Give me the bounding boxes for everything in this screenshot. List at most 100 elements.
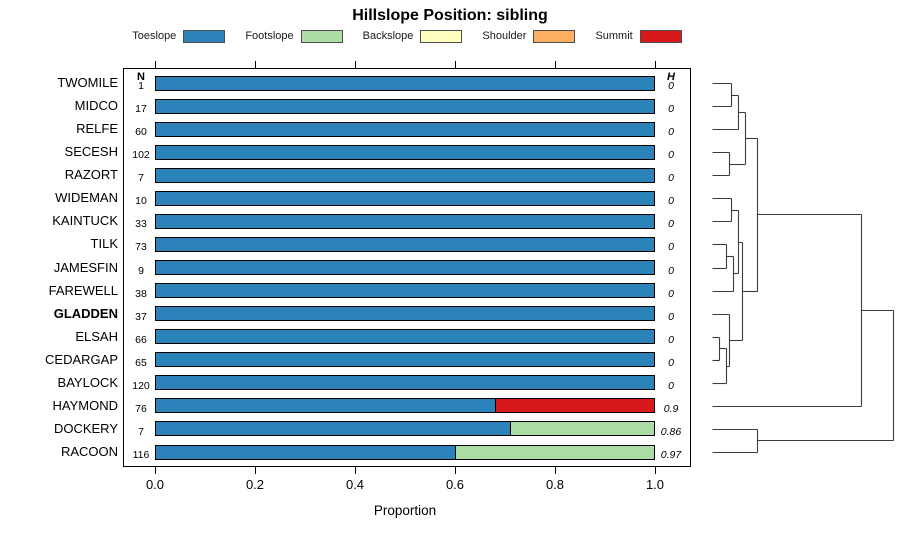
n-value: 17 xyxy=(135,103,147,116)
n-value: 7 xyxy=(138,172,144,185)
x-tick-label: 1.0 xyxy=(645,477,665,492)
bar-baylock xyxy=(155,375,655,391)
bar-segment-footslope xyxy=(454,445,654,459)
top-axis-tick xyxy=(155,61,156,68)
legend-swatch-toeslope xyxy=(183,29,226,43)
n-column-header: N xyxy=(137,71,145,83)
row-label-haymond: HAYMOND xyxy=(52,397,118,413)
bar-farewell xyxy=(155,283,655,299)
h-value: 0.97 xyxy=(660,449,682,461)
n-value: 9 xyxy=(138,264,144,277)
bar-segment-toeslope xyxy=(156,99,654,113)
legend-label: Footslope xyxy=(245,30,294,42)
bar-razort xyxy=(155,167,655,183)
bar-twomile xyxy=(155,75,655,91)
h-column-header: H xyxy=(667,71,675,83)
legend-swatch-shoulder xyxy=(533,29,576,43)
x-tick-label: 0.2 xyxy=(245,477,265,492)
bar-wideman xyxy=(155,190,655,206)
row-label-twomile: TWOMILE xyxy=(57,75,118,90)
top-axis-tick xyxy=(255,61,256,68)
h-value: 0.9 xyxy=(663,402,679,415)
row-label-tilk: TILK xyxy=(90,236,118,252)
n-value: 1 xyxy=(138,80,144,92)
chart-title: Hillslope Position: sibling xyxy=(352,7,548,24)
bottom-axis-tick xyxy=(555,467,556,474)
n-value: 37 xyxy=(135,310,147,323)
n-value: 76 xyxy=(135,402,147,415)
row-label-jamesfin: JAMESFIN xyxy=(53,259,118,275)
bar-kaintuck xyxy=(155,213,655,229)
bar-segment-toeslope xyxy=(156,353,654,367)
n-value: 38 xyxy=(135,287,147,300)
h-value: 0 xyxy=(668,103,674,116)
h-value: 0.86 xyxy=(660,425,682,438)
bar-segment-toeslope xyxy=(156,145,654,159)
legend-item-shoulder: Shoulder xyxy=(482,29,576,43)
bar-secesh xyxy=(155,144,655,160)
n-value: 60 xyxy=(135,126,147,139)
legend-label: Shoulder xyxy=(482,30,527,42)
h-value: 0 xyxy=(668,80,674,92)
row-label-dockery: DOCKERY xyxy=(53,420,118,436)
bottom-axis-tick xyxy=(655,467,656,474)
n-value: 120 xyxy=(132,379,150,392)
bar-segment-toeslope xyxy=(156,330,654,344)
x-axis-title: Proportion xyxy=(373,503,437,518)
n-value: 33 xyxy=(135,218,147,231)
row-label-farewell: FAREWELL xyxy=(48,282,118,298)
bar-tilk xyxy=(155,236,655,252)
bar-jamesfin xyxy=(155,260,655,275)
legend-label: Backslope xyxy=(362,30,414,42)
row-label-wideman: WIDEMAN xyxy=(55,190,118,206)
legend-swatch-footslope xyxy=(300,29,343,43)
row-label-secesh: SECESH xyxy=(64,144,118,160)
n-value: 66 xyxy=(135,333,147,346)
bar-segment-toeslope xyxy=(156,445,455,459)
bottom-axis-tick xyxy=(255,467,256,474)
legend-item-backslope: Backslope xyxy=(362,29,463,43)
bar-segment-toeslope xyxy=(156,307,654,321)
n-value: 10 xyxy=(135,195,147,208)
legend: Toeslope Footslope Backslope Shoulder Summit xyxy=(123,28,691,44)
bar-midco xyxy=(155,98,655,114)
row-label-elsah: ELSAH xyxy=(75,328,118,344)
bar-segment-toeslope xyxy=(156,376,654,390)
row-label-baylock: BAYLOCK xyxy=(57,374,118,390)
row-label-gladden: GLADDEN xyxy=(53,305,118,321)
h-value: 0 xyxy=(668,287,674,300)
x-tick-label: 0.0 xyxy=(145,477,165,492)
n-value: 65 xyxy=(135,356,147,369)
bar-haymond xyxy=(155,398,655,414)
bottom-axis-tick xyxy=(355,467,356,474)
bar-segment-toeslope xyxy=(156,261,654,274)
bar-gladden xyxy=(155,306,655,322)
x-tick-label: 0.6 xyxy=(445,477,465,492)
bar-segment-summit xyxy=(494,399,654,413)
legend-item-toeslope: Toeslope xyxy=(132,29,226,43)
bar-segment-toeslope xyxy=(156,214,654,228)
bar-segment-toeslope xyxy=(156,237,654,251)
h-value: 0 xyxy=(668,241,674,254)
bar-segment-toeslope xyxy=(156,284,654,298)
n-value: 102 xyxy=(132,149,150,162)
n-value: 7 xyxy=(138,425,144,438)
x-tick-label: 0.8 xyxy=(545,477,565,492)
row-label-razort: RAZORT xyxy=(64,167,118,183)
top-axis-tick xyxy=(455,61,456,68)
h-value: 0 xyxy=(668,356,674,369)
bar-elsah xyxy=(155,329,655,345)
bar-relfe xyxy=(155,121,655,137)
bar-segment-toeslope xyxy=(156,76,654,90)
row-label-cedargap: CEDARGAP xyxy=(45,351,118,367)
top-axis-tick xyxy=(655,61,656,68)
bar-cedargap xyxy=(155,352,655,368)
row-label-midco: MIDCO xyxy=(74,98,118,114)
bar-segment-toeslope xyxy=(156,191,654,205)
h-value: 0 xyxy=(668,218,674,231)
h-value: 0 xyxy=(668,310,674,323)
top-axis-tick xyxy=(355,61,356,68)
n-value: 116 xyxy=(132,449,150,461)
